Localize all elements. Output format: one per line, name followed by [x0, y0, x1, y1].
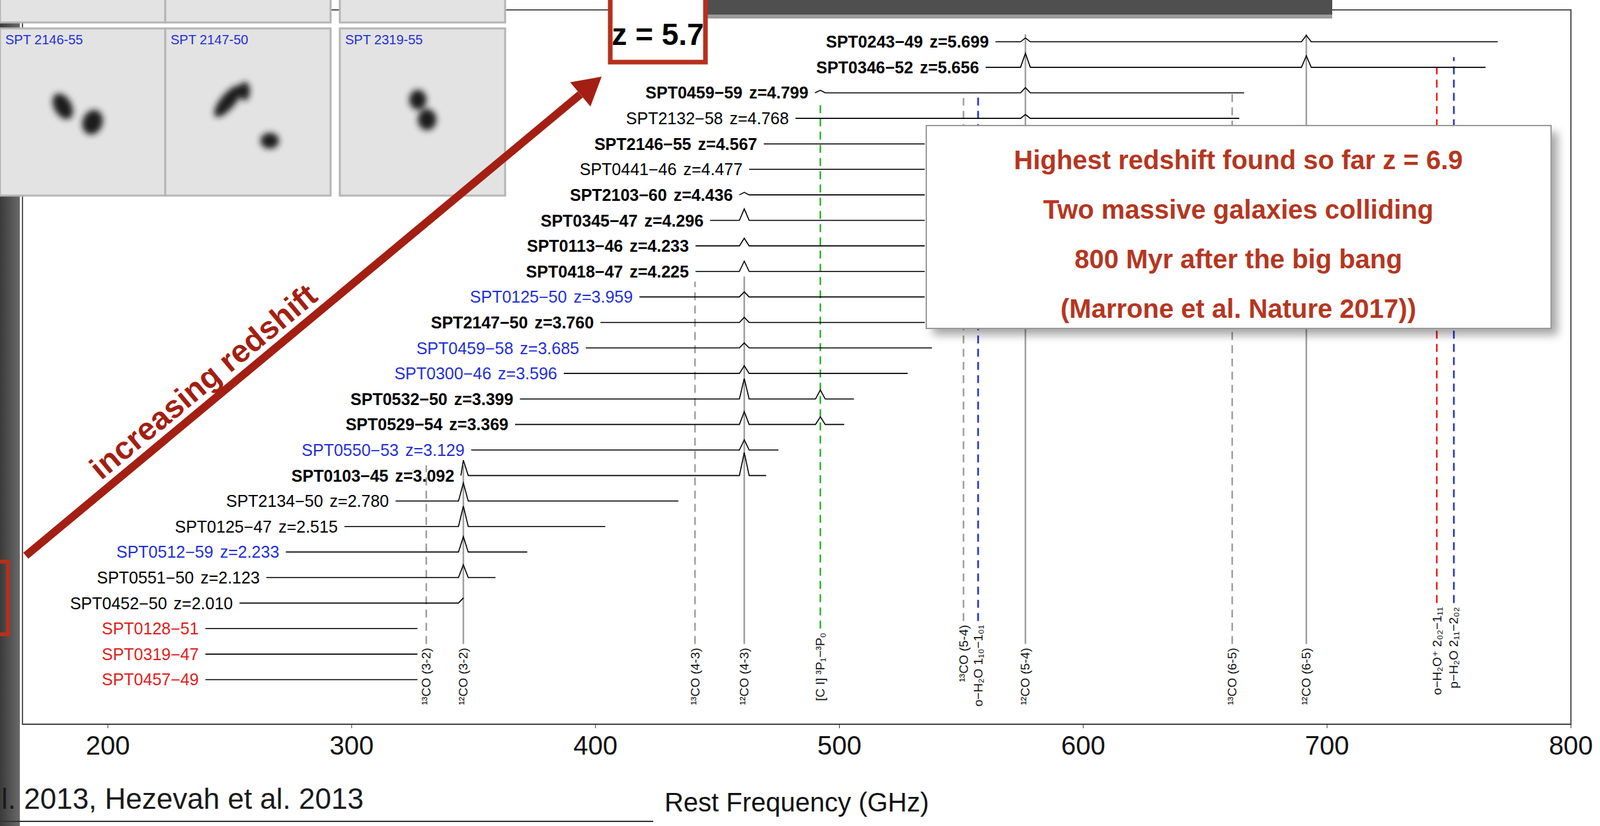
svg-text:SPT0319−47: SPT0319−47: [101, 645, 200, 664]
svg-text:SPT0457−49: SPT0457−49: [101, 670, 200, 689]
svg-text:800: 800: [1549, 731, 1594, 761]
svg-text:¹³CO (4-3): ¹³CO (4-3): [688, 647, 703, 706]
svg-text:SPT0418−47z=4.225: SPT0418−47z=4.225: [526, 262, 689, 281]
svg-text:increasing redshift: increasing redshift: [82, 277, 324, 486]
svg-text:400: 400: [573, 731, 618, 761]
svg-text:SPT0128−51: SPT0128−51: [101, 619, 200, 639]
svg-text:p−H₂O 2₁₁−2₀₂: p−H₂O 2₁₁−2₀₂: [1446, 607, 1461, 689]
svg-text:SPT0529−54z=3.369: SPT0529−54z=3.369: [345, 415, 509, 434]
svg-text:l. 2013, Hezevah et al. 2013: l. 2013, Hezevah et al. 2013: [1, 782, 364, 816]
svg-text:SPT0512−59z=2.233: SPT0512−59z=2.233: [116, 542, 280, 562]
svg-text:800 Myr after the big bang: 800 Myr after the big bang: [1074, 244, 1403, 274]
svg-text:600: 600: [1061, 731, 1106, 761]
svg-text:o−H₂O 1₁₀−1₀₁: o−H₂O 1₁₀−1₀₁: [971, 625, 986, 708]
svg-text:SPT2132−58z=4.768: SPT2132−58z=4.768: [626, 109, 789, 128]
svg-text:¹²CO (3-2): ¹²CO (3-2): [456, 647, 471, 706]
svg-text:SPT 2319-55: SPT 2319-55: [345, 32, 424, 47]
svg-text:SPT2147−50z=3.760: SPT2147−50z=3.760: [431, 313, 594, 332]
svg-text:500: 500: [817, 731, 862, 761]
svg-text:z = 5.7: z = 5.7: [611, 17, 704, 52]
svg-text:SPT0300−46z=3.596: SPT0300−46z=3.596: [394, 364, 557, 383]
svg-text:SPT0346−52z=5.656: SPT0346−52z=5.656: [816, 58, 980, 77]
svg-text:SPT 2146-55: SPT 2146-55: [5, 32, 84, 47]
svg-text:SPT0551−50z=2.123: SPT0551−50z=2.123: [96, 568, 260, 588]
svg-text:SPT2103−60z=4.436: SPT2103−60z=4.436: [569, 185, 733, 205]
svg-text:SPT 2147-50: SPT 2147-50: [170, 32, 249, 47]
svg-text:Rest Frequency (GHz): Rest Frequency (GHz): [664, 788, 929, 818]
svg-text:[C I] ³P₁−³P₀: [C I] ³P₁−³P₀: [813, 632, 828, 702]
svg-text:o−H₂O⁺ 2₀₂−1₁₁: o−H₂O⁺ 2₀₂−1₁₁: [1430, 607, 1444, 696]
svg-text:SPT0113−46z=4.233: SPT0113−46z=4.233: [526, 236, 689, 256]
svg-text:SPT2146−55z=4.567: SPT2146−55z=4.567: [594, 134, 758, 154]
svg-text:¹²CO (4-3): ¹²CO (4-3): [737, 647, 752, 706]
svg-text:700: 700: [1305, 731, 1350, 761]
svg-text:Highest redshift found so far: Highest redshift found so far z = 6.9: [1014, 145, 1464, 175]
svg-text:SPT0243−49z=5.699: SPT0243−49z=5.699: [825, 32, 989, 51]
svg-text:SPT0532−50z=3.399: SPT0532−50z=3.399: [350, 390, 514, 409]
svg-text:200: 200: [85, 731, 131, 761]
svg-text:¹²CO (6-5): ¹²CO (6-5): [1299, 647, 1314, 706]
svg-text:SPT0103−45z=3.092: SPT0103−45z=3.092: [291, 466, 455, 486]
svg-text:SPT2134−50z=2.780: SPT2134−50z=2.780: [226, 491, 389, 511]
svg-text:Two massive galaxies colliding: Two massive galaxies colliding: [1043, 195, 1435, 225]
svg-text:SPT0459−58z=3.685: SPT0459−58z=3.685: [416, 339, 580, 358]
svg-text:SPT0125−50z=3.959: SPT0125−50z=3.959: [470, 287, 633, 307]
svg-text:(Marrone et al. Nature 2017)): (Marrone et al. Nature 2017)): [1060, 294, 1417, 324]
svg-text:SPT0441−46z=4.477: SPT0441−46z=4.477: [579, 160, 743, 179]
svg-text:¹³CO (3-2): ¹³CO (3-2): [419, 647, 434, 706]
svg-text:¹³CO (6-5): ¹³CO (6-5): [1225, 647, 1240, 706]
svg-text:SPT0459−59z=4.799: SPT0459−59z=4.799: [645, 83, 808, 102]
svg-text:300: 300: [329, 731, 375, 761]
svg-text:SPT0345−47z=4.296: SPT0345−47z=4.296: [540, 211, 704, 231]
svg-text:SPT0452−50z=2.010: SPT0452−50z=2.010: [70, 594, 233, 613]
svg-text:¹³CO (5-4): ¹³CO (5-4): [956, 625, 971, 683]
svg-text:SPT0125−47z=2.515: SPT0125−47z=2.515: [175, 517, 338, 537]
svg-text:SPT0550−53z=3.129: SPT0550−53z=3.129: [301, 440, 465, 460]
svg-text:¹²CO (5-4): ¹²CO (5-4): [1018, 647, 1033, 706]
